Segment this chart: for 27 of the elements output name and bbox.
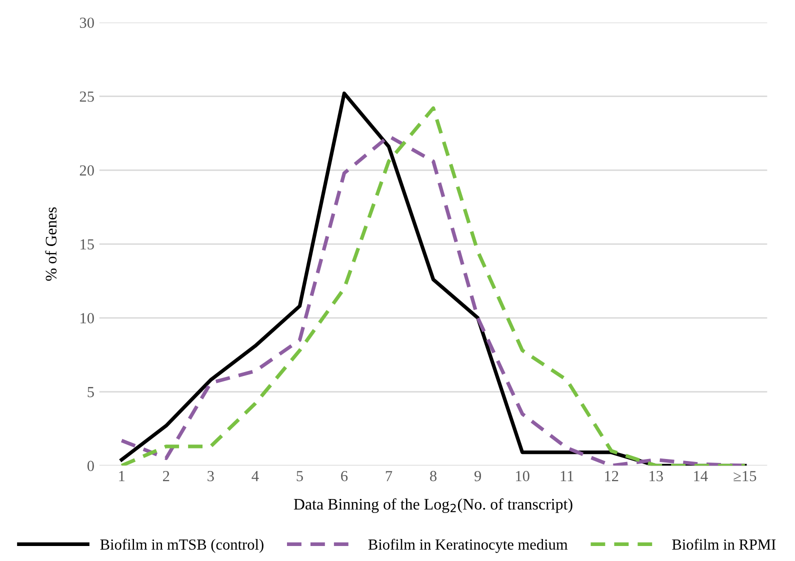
x-tick-label: 10	[516, 470, 530, 482]
y-tick-label: 25	[80, 91, 94, 102]
x-tick-label: 14	[694, 471, 708, 482]
y-tick-label: 15	[80, 239, 94, 250]
x-tick-label: ≥15	[734, 471, 756, 482]
y-tick-label: 5	[88, 387, 94, 398]
legend-label: Biofilm in mTSB (control)	[100, 538, 264, 553]
x-tick-label: 12	[605, 470, 618, 482]
y-axis-title: % of Genes	[45, 207, 57, 281]
x-tick-label: 1	[119, 471, 125, 482]
x-tick-label: 9	[474, 470, 481, 482]
x-tick-label: 3	[208, 470, 214, 482]
y-tick-label: 20	[80, 165, 94, 176]
y-tick-label: 30	[80, 18, 94, 28]
y-tick-label: 10	[80, 313, 94, 324]
x-tick-label: 5	[296, 471, 303, 482]
legend-label: Biofilm in Keratinocyte medium	[368, 538, 568, 553]
x-tick-label: 6	[341, 470, 348, 482]
x-tick-label: 11	[560, 471, 574, 482]
x-tick-label: 4	[252, 471, 259, 482]
legend-label: Biofilm in RPMI	[672, 538, 776, 550]
x-tick-label: 2	[163, 470, 170, 482]
x-tick-label: 7	[386, 471, 392, 482]
y-tick-label: 0	[87, 460, 94, 472]
x-tick-label: 8	[430, 470, 437, 482]
x-axis-title: Data Binning of the Log$_{2}$(No. of transcript)	[294, 498, 572, 513]
x-tick-label: 13	[650, 470, 663, 482]
